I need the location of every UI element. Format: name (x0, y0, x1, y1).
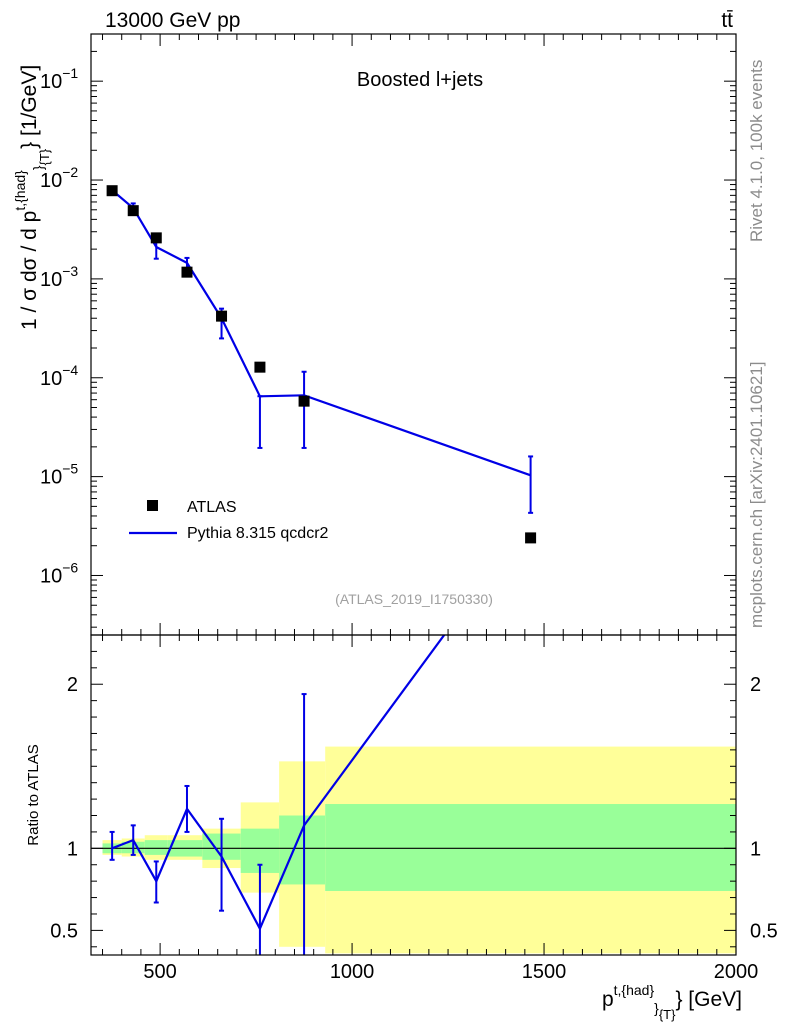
process-label: tt̄ (721, 9, 733, 32)
legend-data-marker (147, 500, 158, 511)
ratio-x-tick-label: 1000 (330, 961, 375, 983)
atlas-data-point (298, 395, 310, 407)
atlas-data-point (127, 205, 139, 217)
ratio-y-tick-label-right: 1 (750, 838, 761, 860)
ratio-y-tick-label-right: 2 (750, 674, 761, 696)
legend-mc-label: Pythia 8.315 qcdcr2 (187, 525, 329, 542)
ratio-x-tick-label: 2000 (714, 961, 759, 983)
rivet-version-label: Rivet 4.1.0, 100k events (747, 60, 766, 242)
main-y-tick-label: 10−5 (40, 461, 78, 489)
ratio-panel-frame (90, 634, 737, 956)
energy-label: 13000 GeV pp (105, 9, 240, 32)
x-axis-label: pt,{had}}{T}} [GeV] (602, 982, 742, 1022)
main-y-tick-label: 10−2 (40, 164, 78, 192)
ratio-series-line (111, 634, 446, 932)
main-y-tick-label: 10−6 (40, 559, 78, 587)
atlas-data-point (106, 185, 118, 197)
ratio-panel: 500 1000 1500 2000 0.5 0.5 1 1 2 2 Ratio to ATLAS… (25, 634, 778, 1022)
mcplots-label: mcplots.cern.ch [arXiv:2401.10621] (747, 362, 766, 628)
ratio-band-inner (279, 815, 326, 885)
ratio-band-inner (144, 840, 168, 855)
atlas-data-point (216, 310, 228, 322)
legend: ATLAS Pythia 8.315 qcdcr2 (129, 499, 329, 542)
main-y-tick-label: 10−4 (40, 362, 78, 390)
ratio-y-tick-label: 2 (67, 674, 78, 696)
main-panel: 10−610−510−410−310−210−1 Boosted l+jets … (12, 33, 737, 636)
ratio-y-tick-label-right: 0.5 (750, 920, 778, 942)
ratio-x-tick-label: 1500 (522, 961, 567, 983)
atlas-data-point (181, 266, 193, 278)
atlas-data-point (254, 361, 266, 373)
main-panel-frame (90, 33, 737, 636)
main-y-tick-label: 10−1 (40, 65, 78, 93)
main-y-tick-label: 10−3 (40, 263, 78, 291)
ratio-y-tick-label: 1 (67, 838, 78, 860)
atlas-data-point (150, 232, 162, 244)
analysis-tag: (ATLAS_2019_I1750330) (335, 591, 493, 607)
ratio-x-tick-label: 500 (143, 961, 176, 983)
atlas-data-point (525, 532, 537, 544)
main-plot-title: Boosted l+jets (357, 69, 483, 91)
legend-data-label: ATLAS (187, 499, 237, 516)
mc-series-line (111, 189, 531, 477)
ratio-y-axis-label: Ratio to ATLAS (25, 744, 42, 845)
ratio-y-tick-label: 0.5 (50, 920, 78, 942)
main-y-axis-label: 1 / σ dσ / d pt,{had}}{T}} [1/GeV] (12, 65, 52, 330)
ratio-band-inner (325, 804, 736, 891)
